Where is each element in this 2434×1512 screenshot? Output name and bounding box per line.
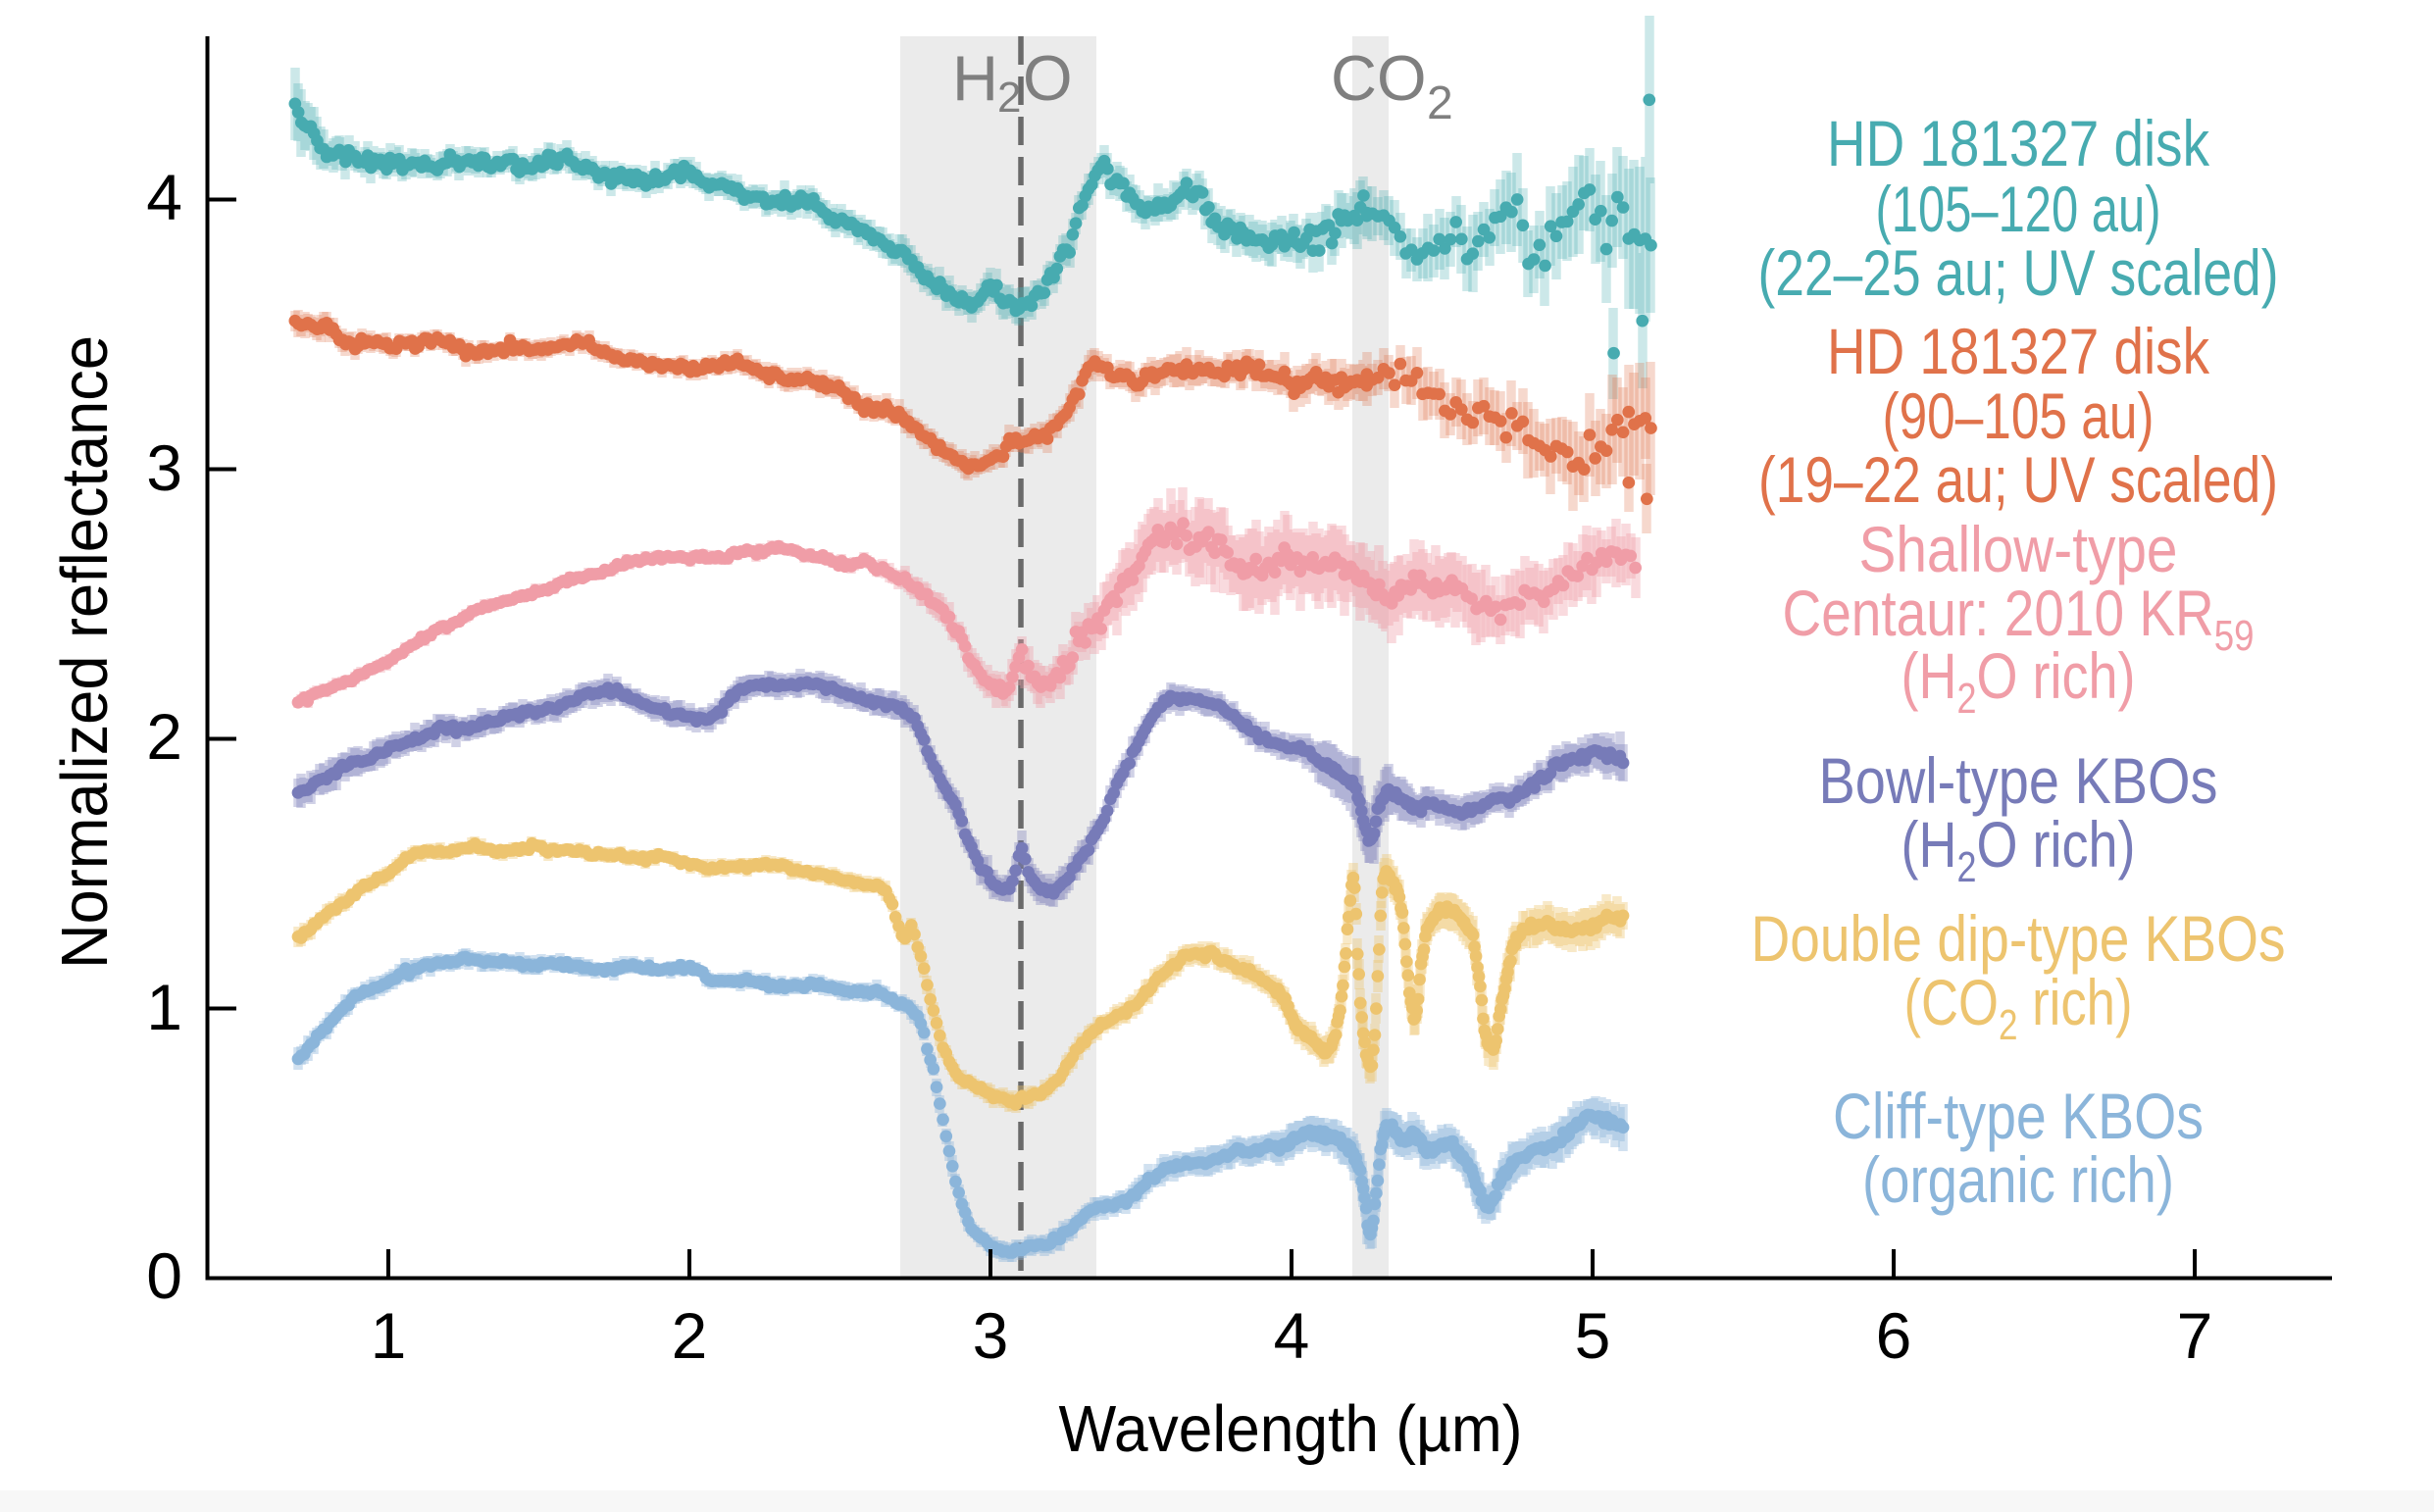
svg-text:(105–120 au): (105–120 au) (1876, 173, 2161, 245)
svg-text:Centaur: 2010 KR59: Centaur: 2010 KR59 (1783, 577, 2255, 660)
svg-text:2: 2 (1427, 77, 1453, 129)
svg-text:2: 2 (672, 1299, 708, 1372)
svg-text:5: 5 (1575, 1299, 1611, 1372)
svg-text:O: O (1023, 42, 1073, 114)
svg-text:7: 7 (2177, 1299, 2213, 1372)
svg-text:(CO2 rich): (CO2 rich) (1904, 966, 2133, 1049)
svg-text:(H2O rich): (H2O rich) (1902, 639, 2136, 723)
svg-text:1: 1 (146, 971, 182, 1043)
svg-text:3: 3 (973, 1299, 1009, 1372)
svg-text:3: 3 (146, 431, 182, 504)
svg-text:Double dip-type KBOs: Double dip-type KBOs (1751, 902, 2286, 975)
svg-text:(22–25 au; UV scaled): (22–25 au; UV scaled) (1758, 236, 2279, 309)
svg-text:2: 2 (146, 700, 182, 773)
svg-text:HD 181327 disk: HD 181327 disk (1827, 107, 2210, 179)
svg-text:(organic rich): (organic rich) (1862, 1143, 2174, 1216)
svg-text:H: H (952, 42, 998, 114)
svg-text:(90–105 au): (90–105 au) (1883, 379, 2155, 452)
svg-text:4: 4 (1274, 1299, 1310, 1372)
svg-text:0: 0 (146, 1239, 182, 1312)
svg-text:CO: CO (1331, 42, 1427, 114)
svg-text:4: 4 (146, 161, 182, 233)
svg-text:HD 181327 disk: HD 181327 disk (1827, 315, 2210, 387)
svg-text:(19–22 au; UV scaled): (19–22 au; UV scaled) (1758, 443, 2278, 516)
svg-text:1: 1 (371, 1299, 407, 1372)
svg-text:Shallow-type: Shallow-type (1859, 513, 2178, 585)
svg-text:Bowl-type KBOs: Bowl-type KBOs (1819, 744, 2218, 817)
svg-text:6: 6 (1876, 1299, 1912, 1372)
svg-text:2: 2 (997, 74, 1021, 122)
svg-text:Cliff-type KBOs: Cliff-type KBOs (1833, 1080, 2204, 1152)
svg-text:(H2O rich): (H2O rich) (1902, 808, 2136, 891)
svg-text:Normalized reflectance: Normalized reflectance (48, 335, 122, 969)
svg-text:Wavelength (µm): Wavelength (µm) (1059, 1392, 1523, 1466)
